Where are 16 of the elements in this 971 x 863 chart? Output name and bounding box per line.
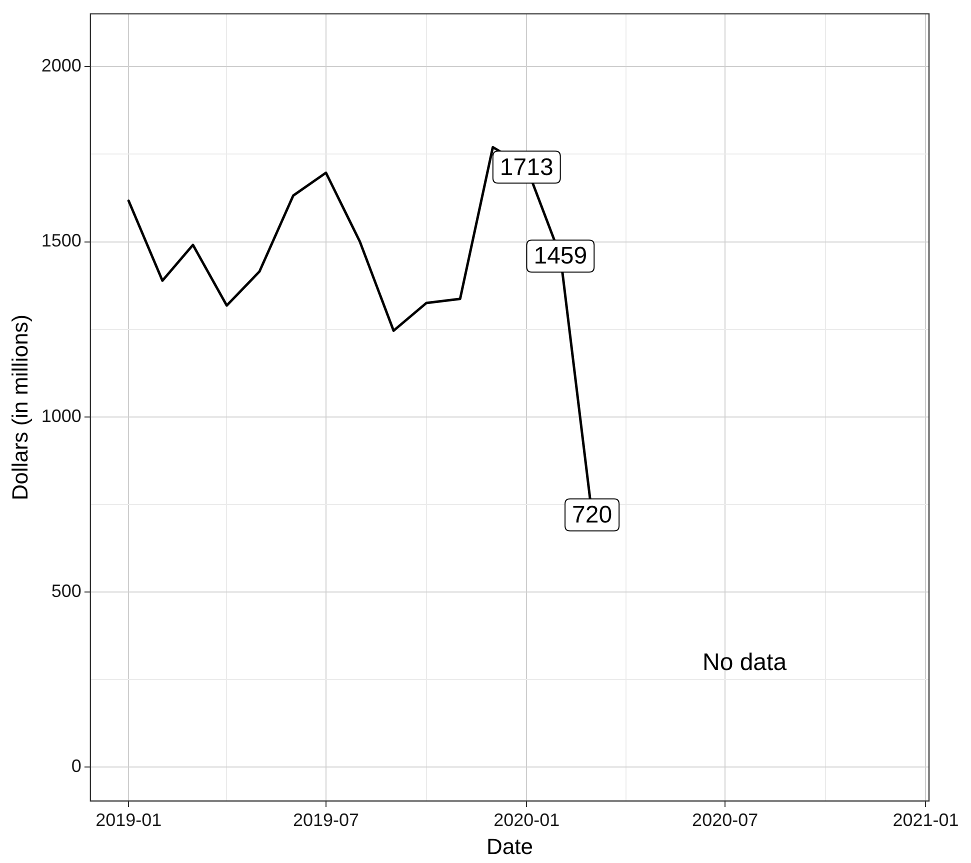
- y-tick-label: 0: [71, 756, 82, 776]
- x-tick-label: 2019-07: [292, 810, 360, 830]
- y-tick-label: 1000: [41, 406, 82, 426]
- x-tick-label: 2021-01: [892, 810, 959, 830]
- x-tick-label: 2020-07: [692, 810, 758, 830]
- y-axis-title: Dollars (in millions): [7, 314, 32, 500]
- x-tick-label: 2019-01: [96, 810, 162, 830]
- data-label: 1713: [500, 154, 554, 181]
- x-axis-title: Date: [486, 834, 533, 859]
- annotation: No data: [702, 648, 788, 676]
- data-label: 1459: [534, 242, 588, 270]
- y-tick-label: 500: [51, 580, 82, 601]
- x-tick-label: 2020-01: [494, 810, 560, 830]
- data-label: 720: [572, 502, 612, 529]
- y-tick-label: 2000: [41, 56, 82, 76]
- y-tick-label: 1500: [41, 230, 82, 251]
